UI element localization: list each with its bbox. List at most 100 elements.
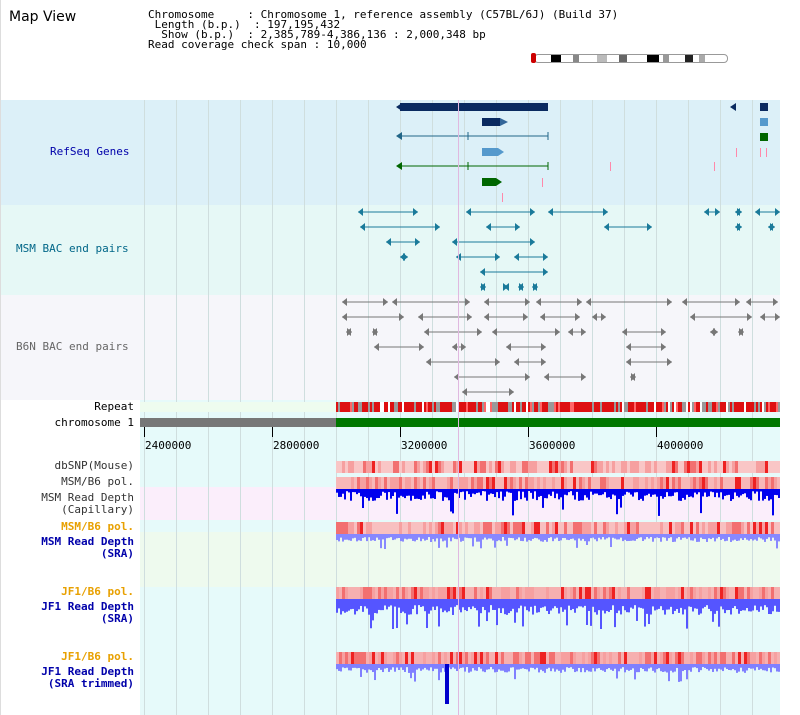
depth-bar[interactable] — [472, 534, 474, 547]
depth-bar[interactable] — [336, 664, 338, 670]
depth-bar[interactable] — [430, 534, 432, 542]
msm-bac-track-label[interactable]: MSM BAC end pairs — [16, 242, 129, 255]
depth-bar[interactable] — [396, 664, 398, 668]
bac-end-marker[interactable] — [392, 298, 397, 306]
depth-bar[interactable] — [520, 599, 522, 606]
depth-bar[interactable] — [542, 534, 544, 542]
depth-bar[interactable] — [464, 599, 466, 611]
depth-bar[interactable] — [390, 664, 392, 670]
depth-bar[interactable] — [454, 599, 456, 607]
depth-bar[interactable] — [542, 489, 544, 508]
depth-bar[interactable] — [458, 489, 460, 498]
depth-bar[interactable] — [636, 489, 638, 493]
depth-bar[interactable] — [602, 489, 604, 495]
depth-bar[interactable] — [442, 599, 444, 613]
refseq-track-label[interactable]: RefSeq Genes — [50, 145, 130, 158]
depth-bar[interactable] — [738, 489, 740, 498]
depth-bar[interactable] — [352, 664, 354, 668]
depth-bar[interactable] — [544, 599, 546, 607]
depth-bar[interactable] — [734, 664, 736, 671]
depth-bar[interactable] — [530, 534, 532, 541]
depth-bar[interactable] — [762, 534, 764, 540]
depth-bar[interactable] — [360, 489, 362, 497]
depth-bar[interactable] — [432, 599, 434, 607]
depth-bar[interactable] — [512, 489, 514, 516]
depth-bar[interactable] — [410, 534, 412, 539]
depth-bar[interactable] — [402, 599, 404, 612]
depth-bar[interactable] — [416, 664, 418, 670]
depth-bar[interactable] — [728, 664, 730, 671]
depth-bar[interactable] — [384, 534, 386, 549]
depth-bar[interactable] — [504, 534, 506, 541]
depth-bar[interactable] — [660, 489, 662, 497]
depth-bar[interactable] — [648, 489, 650, 494]
depth-bar[interactable] — [654, 599, 656, 611]
depth-bar[interactable] — [652, 599, 654, 607]
depth-bar[interactable] — [682, 489, 684, 498]
depth-bar[interactable] — [730, 599, 732, 615]
depth-bar[interactable] — [412, 534, 414, 541]
depth-bar[interactable] — [650, 534, 652, 538]
depth-bar[interactable] — [444, 489, 446, 498]
depth-bar[interactable] — [528, 534, 530, 541]
depth-bar[interactable] — [502, 534, 504, 538]
depth-bar[interactable] — [496, 664, 498, 672]
depth-bar[interactable] — [570, 534, 572, 539]
depth-bar[interactable] — [448, 599, 450, 612]
depth-bar[interactable] — [372, 534, 374, 541]
depth-bar[interactable] — [452, 534, 454, 538]
depth-bar[interactable] — [564, 489, 566, 495]
depth-bar[interactable] — [748, 664, 750, 668]
depth-bar[interactable] — [382, 534, 384, 540]
bac-end-marker[interactable] — [492, 328, 497, 336]
bac-end-marker[interactable] — [747, 313, 752, 321]
depth-bar[interactable] — [682, 664, 684, 672]
depth-bar[interactable] — [626, 664, 628, 670]
depth-bar[interactable] — [504, 664, 506, 673]
depth-bar[interactable] — [646, 489, 648, 496]
depth-bar[interactable] — [394, 489, 396, 493]
bac-end-marker[interactable] — [622, 328, 627, 336]
depth-bar[interactable] — [430, 489, 432, 499]
depth-bar[interactable] — [358, 599, 360, 610]
depth-bar[interactable] — [744, 534, 746, 538]
depth-bar[interactable] — [524, 489, 526, 498]
bac-end-marker[interactable] — [530, 208, 535, 216]
depth-bar[interactable] — [652, 664, 654, 671]
depth-bar[interactable] — [774, 599, 776, 606]
depth-bar[interactable] — [590, 599, 592, 626]
depth-bar[interactable] — [694, 534, 696, 539]
depth-bar[interactable] — [436, 664, 438, 669]
depth-bar[interactable] — [566, 489, 568, 496]
depth-bar[interactable] — [776, 534, 778, 549]
depth-bar[interactable] — [350, 534, 352, 541]
depth-bar[interactable] — [720, 664, 722, 670]
depth-bar[interactable] — [552, 489, 554, 492]
depth-bar[interactable] — [736, 599, 738, 610]
depth-bar[interactable] — [380, 534, 382, 549]
depth-bar[interactable] — [614, 664, 616, 669]
depth-bar[interactable] — [768, 664, 770, 668]
depth-bar[interactable] — [366, 534, 368, 542]
depth-bar[interactable] — [674, 599, 676, 611]
depth-bar[interactable] — [678, 489, 680, 501]
depth-bar[interactable] — [764, 599, 766, 606]
depth-bar[interactable] — [366, 489, 368, 499]
depth-bar[interactable] — [616, 599, 618, 614]
depth-bar[interactable] — [508, 489, 510, 493]
depth-bar[interactable] — [370, 534, 372, 541]
depth-bar[interactable] — [514, 599, 516, 623]
bac-end-marker[interactable] — [661, 343, 666, 351]
bac-end-marker[interactable] — [631, 373, 636, 381]
depth-bar[interactable] — [544, 489, 546, 499]
depth-bar[interactable] — [572, 599, 574, 609]
depth-bar[interactable] — [384, 664, 386, 669]
depth-bar[interactable] — [582, 489, 584, 501]
depth-bar[interactable] — [694, 599, 696, 609]
depth-bar[interactable] — [548, 664, 550, 668]
depth-bar[interactable] — [592, 489, 594, 495]
depth-bar[interactable] — [452, 599, 454, 615]
depth-bar[interactable] — [604, 534, 606, 540]
depth-bar[interactable] — [454, 489, 456, 493]
depth-bar[interactable] — [712, 489, 714, 493]
